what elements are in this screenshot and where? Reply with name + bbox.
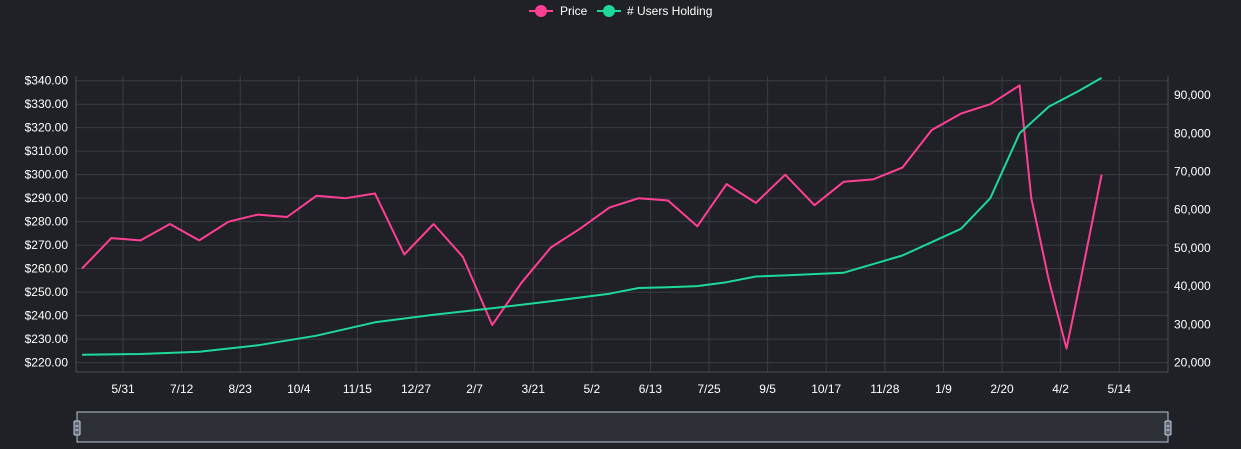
x-tick-label: 5/31 <box>111 382 135 396</box>
x-tick-label: 2/7 <box>466 382 483 396</box>
y-right-tick-label: 40,000 <box>1174 279 1211 293</box>
y-right-tick-label: 30,000 <box>1174 317 1211 331</box>
y-left-tick-label: $230.00 <box>25 332 69 346</box>
legend-price-label: Price <box>560 4 588 18</box>
y-left-tick-label: $340.00 <box>25 74 69 88</box>
y-right-tick-label: 90,000 <box>1174 88 1211 102</box>
x-tick-label: 10/4 <box>287 382 311 396</box>
x-tick-label: 8/23 <box>229 382 253 396</box>
y-left-tick-label: $290.00 <box>25 191 69 205</box>
x-tick-label: 5/14 <box>1108 382 1132 396</box>
price-series-line <box>81 84 1103 350</box>
legend-price-marker <box>535 5 547 17</box>
legend-users-label: # Users Holding <box>627 4 712 18</box>
x-tick-label: 6/13 <box>639 382 663 396</box>
x-tick-label: 10/17 <box>811 382 841 396</box>
x-tick-label: 9/5 <box>759 382 776 396</box>
x-tick-label: 11/15 <box>343 382 372 396</box>
range-slider-right-handle[interactable] <box>1164 420 1172 436</box>
y-right-tick-label: 70,000 <box>1174 164 1211 178</box>
y-left-tick-label: $260.00 <box>25 262 69 276</box>
y-right-tick-label: 60,000 <box>1174 203 1211 217</box>
x-tick-label: 7/12 <box>170 382 194 396</box>
x-tick-label: 5/2 <box>583 382 600 396</box>
range-slider-track[interactable] <box>76 411 1169 443</box>
y-left-tick-label: $250.00 <box>25 285 69 299</box>
y-left-tick-label: $270.00 <box>25 238 69 252</box>
y-left-tick-label: $240.00 <box>25 309 69 323</box>
legend-users-marker <box>603 5 615 17</box>
y-right-tick-label: 20,000 <box>1174 355 1211 369</box>
x-tick-label: 4/2 <box>1052 382 1069 396</box>
y-right-tick-label: 80,000 <box>1174 126 1211 140</box>
y-left-tick-label: $310.00 <box>25 144 69 158</box>
y-right-tick-label: 50,000 <box>1174 241 1211 255</box>
users-series-line <box>81 77 1103 356</box>
x-tick-label: 7/25 <box>697 382 721 396</box>
range-slider-left-handle[interactable] <box>73 420 81 436</box>
y-left-tick-label: $220.00 <box>25 356 69 370</box>
y-left-tick-label: $300.00 <box>25 168 69 182</box>
x-tick-label: 1/9 <box>935 382 952 396</box>
x-tick-label: 2/20 <box>990 382 1014 396</box>
x-tick-label: 12/27 <box>401 382 431 396</box>
y-left-tick-label: $330.00 <box>25 97 69 111</box>
y-left-tick-label: $320.00 <box>25 121 69 135</box>
x-tick-label: 11/28 <box>870 382 899 396</box>
x-tick-label: 3/21 <box>522 382 546 396</box>
y-left-tick-label: $280.00 <box>25 215 69 229</box>
